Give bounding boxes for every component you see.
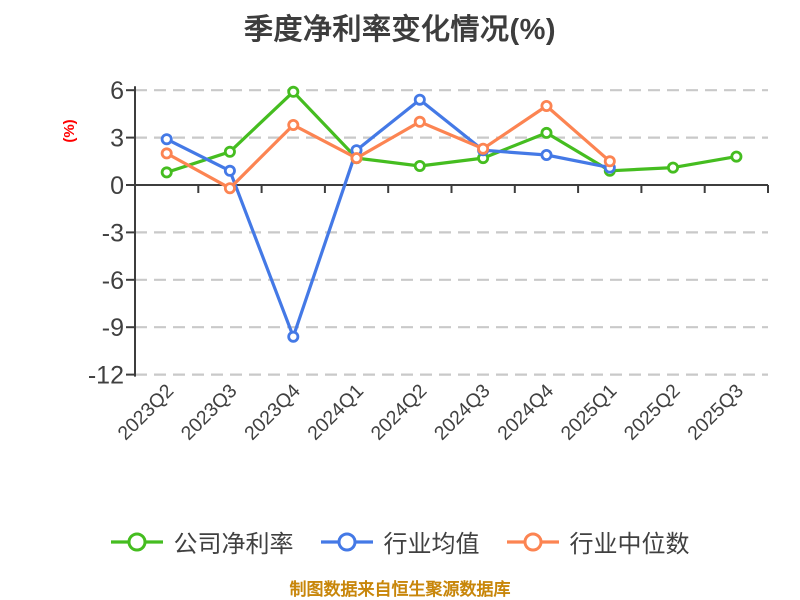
series-line-0: [165, 90, 738, 174]
legend-label: 行业均值: [383, 531, 480, 558]
data-point-2-2024Q1: [350, 152, 363, 165]
x-tick-label-2025Q1: 2025Q1: [557, 380, 622, 445]
legend-marker-icon: [320, 532, 373, 551]
chart-title: 季度净利率变化情况(%): [243, 14, 557, 46]
x-tick-label-2023Q3: 2023Q3: [177, 380, 242, 445]
data-point-1-2024Q2: [413, 93, 426, 106]
legend-item-1[interactable]: 行业均值: [320, 524, 480, 559]
y-tick-label--12: -12: [88, 362, 124, 390]
data-point-1-2023Q2: [160, 133, 173, 146]
legend-item-0[interactable]: 公司净利率: [110, 524, 294, 559]
data-point-2-2023Q2: [160, 147, 173, 160]
x-tick-label-2023Q2: 2023Q2: [114, 380, 179, 445]
data-point-2-2023Q4: [287, 119, 300, 132]
data-point-0-2024Q4: [540, 126, 553, 139]
data-point-0-2023Q2: [160, 166, 173, 179]
y-tick-label-3: 3: [110, 125, 124, 153]
x-tick-label-2025Q2: 2025Q2: [620, 380, 685, 445]
legend-label: 公司净利率: [173, 531, 294, 558]
data-point-2-2024Q3: [477, 142, 490, 155]
x-tick-label-2024Q2: 2024Q2: [367, 380, 432, 445]
data-point-0-2023Q4: [287, 85, 300, 98]
x-tick-label-2024Q1: 2024Q1: [303, 380, 368, 445]
source-note: 制图数据来自恒生聚源数据库: [289, 580, 511, 599]
x-tick-label-2025Q3: 2025Q3: [683, 380, 748, 445]
data-point-1-2024Q4: [540, 148, 553, 161]
data-point-0-2024Q2: [413, 159, 426, 172]
data-point-2-2024Q4: [540, 100, 553, 113]
y-axis-title: (%): [61, 119, 78, 142]
legend-marker-icon: [110, 532, 163, 551]
legend-marker-icon: [506, 532, 559, 551]
x-tick-label-2024Q3: 2024Q3: [430, 380, 495, 445]
data-point-2-2024Q2: [413, 115, 426, 128]
data-point-0-2025Q3: [730, 150, 743, 163]
series-line-2: [165, 104, 612, 190]
y-tick-label--3: -3: [102, 219, 124, 247]
legend: 公司净利率 行业均值 行业中位数: [0, 524, 800, 559]
data-point-1-2023Q3: [223, 164, 236, 177]
data-point-0-2023Q3: [223, 145, 236, 158]
y-tick-label--9: -9: [102, 314, 124, 342]
y-tick-label-6: 6: [110, 77, 124, 105]
y-tick-label--6: -6: [102, 267, 124, 295]
legend-item-2[interactable]: 行业中位数: [506, 524, 690, 559]
data-point-1-2023Q4: [287, 330, 300, 343]
y-tick-label-0: 0: [110, 172, 124, 200]
x-tick-label-2023Q4: 2023Q4: [240, 380, 305, 445]
data-point-0-2025Q2: [667, 161, 680, 174]
legend-label: 行业中位数: [569, 531, 690, 558]
series-line-1: [165, 98, 612, 339]
data-point-2-2025Q1: [603, 155, 616, 168]
data-point-2-2023Q3: [223, 182, 236, 195]
x-tick-label-2024Q4: 2024Q4: [493, 380, 558, 445]
